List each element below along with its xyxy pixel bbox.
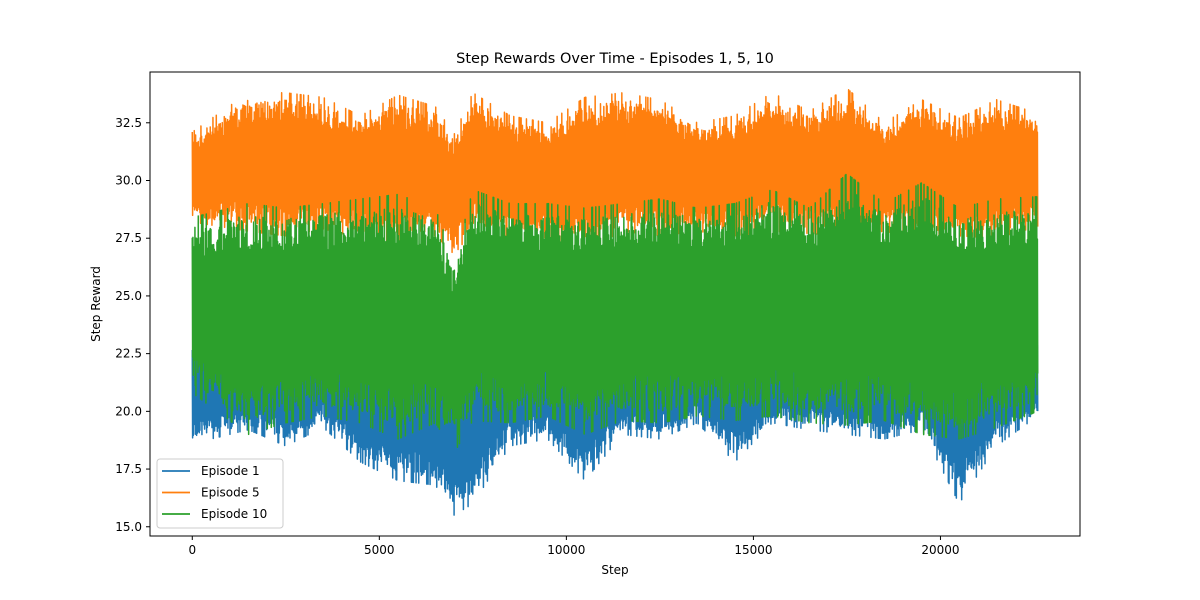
plot-frame bbox=[149, 71, 1081, 537]
legend-entry-3: Episode 10 bbox=[201, 507, 267, 521]
y-tick-label: 22.5 bbox=[115, 347, 142, 361]
y-tick-label: 30.0 bbox=[115, 173, 142, 187]
x-tick-label: 15000 bbox=[734, 543, 772, 557]
legend-box bbox=[156, 458, 284, 529]
series-line-3 bbox=[191, 173, 1039, 448]
series-line-2 bbox=[191, 88, 1039, 254]
chart-title: Step Rewards Over Time - Episodes 1, 5, … bbox=[456, 51, 774, 67]
x-tick-label: 0 bbox=[188, 543, 196, 557]
y-tick-label: 20.0 bbox=[115, 404, 142, 418]
x-axis: 0 5000 10000 15000 20000 bbox=[188, 536, 960, 557]
y-tick-label: 25.0 bbox=[115, 289, 142, 303]
legend: Episode 1 Episode 5 Episode 10 bbox=[156, 458, 284, 529]
x-tick-label: 20000 bbox=[921, 543, 959, 557]
x-tick-label: 10000 bbox=[547, 543, 585, 557]
y-axis-label: Step Reward bbox=[89, 266, 103, 342]
y-tick-label: 15.0 bbox=[115, 520, 142, 534]
y-tick-label: 32.5 bbox=[115, 116, 142, 130]
legend-entry-1: Episode 1 bbox=[201, 464, 260, 478]
x-tick-label: 5000 bbox=[364, 543, 395, 557]
y-tick-label: 27.5 bbox=[115, 231, 142, 245]
y-axis: 15.0 17.5 20.0 22.5 25.0 27.5 30.0 32.5 bbox=[115, 116, 150, 534]
legend-entry-2: Episode 5 bbox=[201, 486, 260, 500]
x-axis-label: Step bbox=[601, 563, 628, 577]
plot-area bbox=[191, 88, 1039, 516]
y-tick-label: 17.5 bbox=[115, 462, 142, 476]
